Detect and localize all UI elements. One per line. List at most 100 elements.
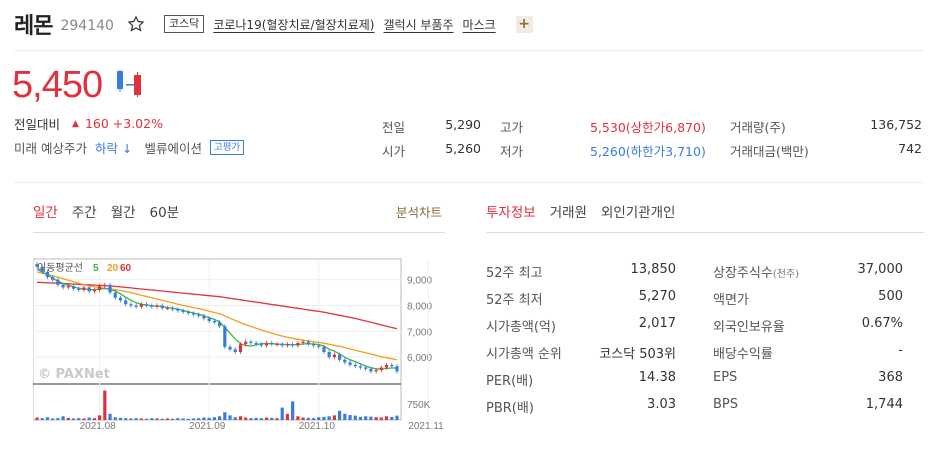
info-label: BPS	[713, 397, 739, 412]
info-value: 368	[878, 370, 903, 385]
candle-body	[259, 344, 263, 346]
candle-body	[186, 311, 190, 314]
volume-bar	[45, 417, 50, 420]
volume-bar	[77, 418, 81, 420]
candle-body	[285, 344, 290, 346]
info-unit: (천주)	[772, 269, 800, 280]
volume-bar	[66, 417, 70, 420]
candle-body	[176, 309, 180, 311]
volume-bar	[280, 407, 284, 420]
info-label: 시가총액 순위	[486, 347, 562, 362]
volume-bar	[317, 417, 321, 420]
info-label: 시가총액(억)	[486, 320, 556, 335]
volume-bar	[113, 417, 117, 420]
candle-body	[98, 286, 102, 290]
candle-body	[270, 342, 274, 345]
candle-body	[77, 288, 81, 290]
volume-bar	[165, 418, 170, 420]
volume-bar	[56, 418, 60, 420]
candle-body	[87, 287, 91, 292]
candle-body	[374, 370, 378, 372]
volume-bar	[238, 416, 243, 420]
price-chart[interactable]: 9,000 8,000 7,000 6,000 2021.08 2021.09 2021.1…	[33, 257, 445, 437]
volume-bar	[384, 416, 389, 420]
candle-body	[45, 271, 50, 278]
tab-monthly[interactable]: 월간	[110, 205, 136, 221]
x-tick-label: 2021.10	[299, 421, 336, 432]
candle-body	[171, 308, 175, 310]
forecast-row: 미래 예상주가 하락 ↓ 벨류에이션 고평가	[14, 138, 245, 157]
chart-frame	[33, 258, 402, 421]
high-label: 고가	[500, 120, 524, 135]
volume-bar	[285, 413, 290, 420]
candle-body	[369, 368, 373, 372]
info-value: -	[898, 343, 903, 358]
candle-body	[332, 354, 336, 358]
volume-bar	[51, 418, 55, 420]
volume-bar	[254, 417, 258, 420]
candle-body	[223, 326, 227, 347]
volume-bar	[301, 417, 305, 420]
candle-body	[338, 354, 342, 360]
favorite-star-icon[interactable]	[126, 14, 146, 34]
forecast-value[interactable]: 하락 ↓	[94, 141, 133, 156]
info-tabs-underline	[486, 232, 924, 233]
volume-bar	[124, 418, 128, 420]
candle-body	[56, 279, 60, 285]
candle-body	[113, 292, 117, 298]
volume-bar	[353, 415, 357, 420]
legend-ma-5: 5	[93, 263, 99, 274]
volume-bar	[92, 418, 96, 420]
tab-broker[interactable]: 거래원	[549, 205, 587, 221]
tab-daily[interactable]: 일간	[33, 205, 58, 221]
candle-body	[165, 308, 170, 310]
theme-link-mask[interactable]: 마스크	[462, 17, 496, 32]
volume-bar	[191, 418, 196, 420]
volume-bar	[249, 418, 253, 420]
tab-foreign-institution[interactable]: 외인기관개인	[600, 205, 676, 221]
candle-body	[66, 286, 70, 288]
tab-weekly[interactable]: 주간	[71, 205, 97, 221]
info-label: 52주 최저	[486, 293, 543, 308]
info-label: 외국인보유율	[713, 320, 785, 335]
candle-body	[150, 305, 154, 307]
candle-body	[358, 366, 363, 368]
low-label: 저가	[500, 144, 524, 159]
x-tick-label: 2021.08	[80, 421, 117, 432]
info-value: 코스닥 503위	[599, 347, 676, 362]
theme-link-covid[interactable]: 코로나19(혈장치료/혈장치료제)	[213, 17, 375, 32]
info-value: 500	[878, 289, 903, 304]
open-value: 5,260	[445, 141, 481, 156]
ma60-line	[36, 281, 398, 330]
tab-60min[interactable]: 60분	[149, 205, 180, 221]
info-label: 액면가	[713, 293, 749, 308]
info-value: 14.38	[638, 370, 676, 385]
add-theme-button[interactable]: +	[515, 15, 533, 33]
info-value: 5,270	[638, 289, 676, 304]
candle-body	[212, 321, 216, 323]
volume-bar	[390, 416, 394, 420]
volume-bar	[160, 418, 164, 420]
candle-body	[82, 287, 86, 290]
x-tick-label: 2021.09	[189, 421, 226, 432]
valuation-grade-badge[interactable]: 고평가	[209, 140, 245, 155]
candle-body	[395, 366, 399, 372]
watermark: © PAXNet	[38, 367, 110, 382]
y-tick-label: 8,000	[407, 302, 432, 313]
info-value: 0.67%	[861, 316, 903, 331]
info-value: 3.03	[647, 397, 676, 412]
candle-body	[103, 284, 107, 287]
volume-bar	[202, 417, 206, 420]
prev-label: 전일	[382, 120, 406, 135]
analysis-chart-link[interactable]: 분석차트	[396, 205, 443, 220]
candle-body	[379, 367, 383, 371]
candle-body	[197, 314, 201, 316]
candle-body	[296, 342, 300, 346]
volume-bar	[259, 418, 263, 420]
x-tick-label: 2021.11	[408, 421, 444, 432]
tab-invest-info[interactable]: 투자정보	[486, 205, 536, 221]
candle-body	[384, 364, 389, 368]
theme-link-galaxy[interactable]: 갤럭시 부품주	[383, 17, 454, 32]
volume-bar	[139, 418, 143, 420]
chart-period-tabs: 일간 주간 월간 60분	[33, 201, 193, 221]
